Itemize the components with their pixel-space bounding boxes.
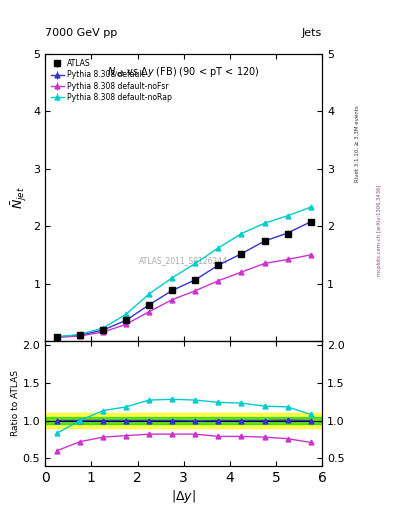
Legend: ATLAS, Pythia 8.308 default, Pythia 8.308 default-noFsr, Pythia 8.308 default-no: ATLAS, Pythia 8.308 default, Pythia 8.30…	[49, 57, 174, 103]
Text: Jets: Jets	[302, 28, 322, 38]
Bar	[45, 413, 322, 428]
Text: ATLAS_2011_S9126244: ATLAS_2011_S9126244	[139, 256, 228, 265]
Text: Rivet 3.1.10, ≥ 3.3M events: Rivet 3.1.10, ≥ 3.3M events	[355, 105, 360, 182]
Text: mcplots.cern.ch [arXiv:1306.3436]: mcplots.cern.ch [arXiv:1306.3436]	[377, 185, 382, 276]
Y-axis label: $\bar{N}_{jet}$: $\bar{N}_{jet}$	[9, 186, 29, 209]
X-axis label: $|\Delta y|$: $|\Delta y|$	[171, 487, 196, 504]
Text: $N_{jet}$ vs $\Delta y$ (FB) (90 < pT < 120): $N_{jet}$ vs $\Delta y$ (FB) (90 < pT < …	[107, 65, 260, 80]
Bar	[45, 417, 322, 424]
Text: 7000 GeV pp: 7000 GeV pp	[45, 28, 118, 38]
Y-axis label: Ratio to ATLAS: Ratio to ATLAS	[11, 371, 20, 436]
